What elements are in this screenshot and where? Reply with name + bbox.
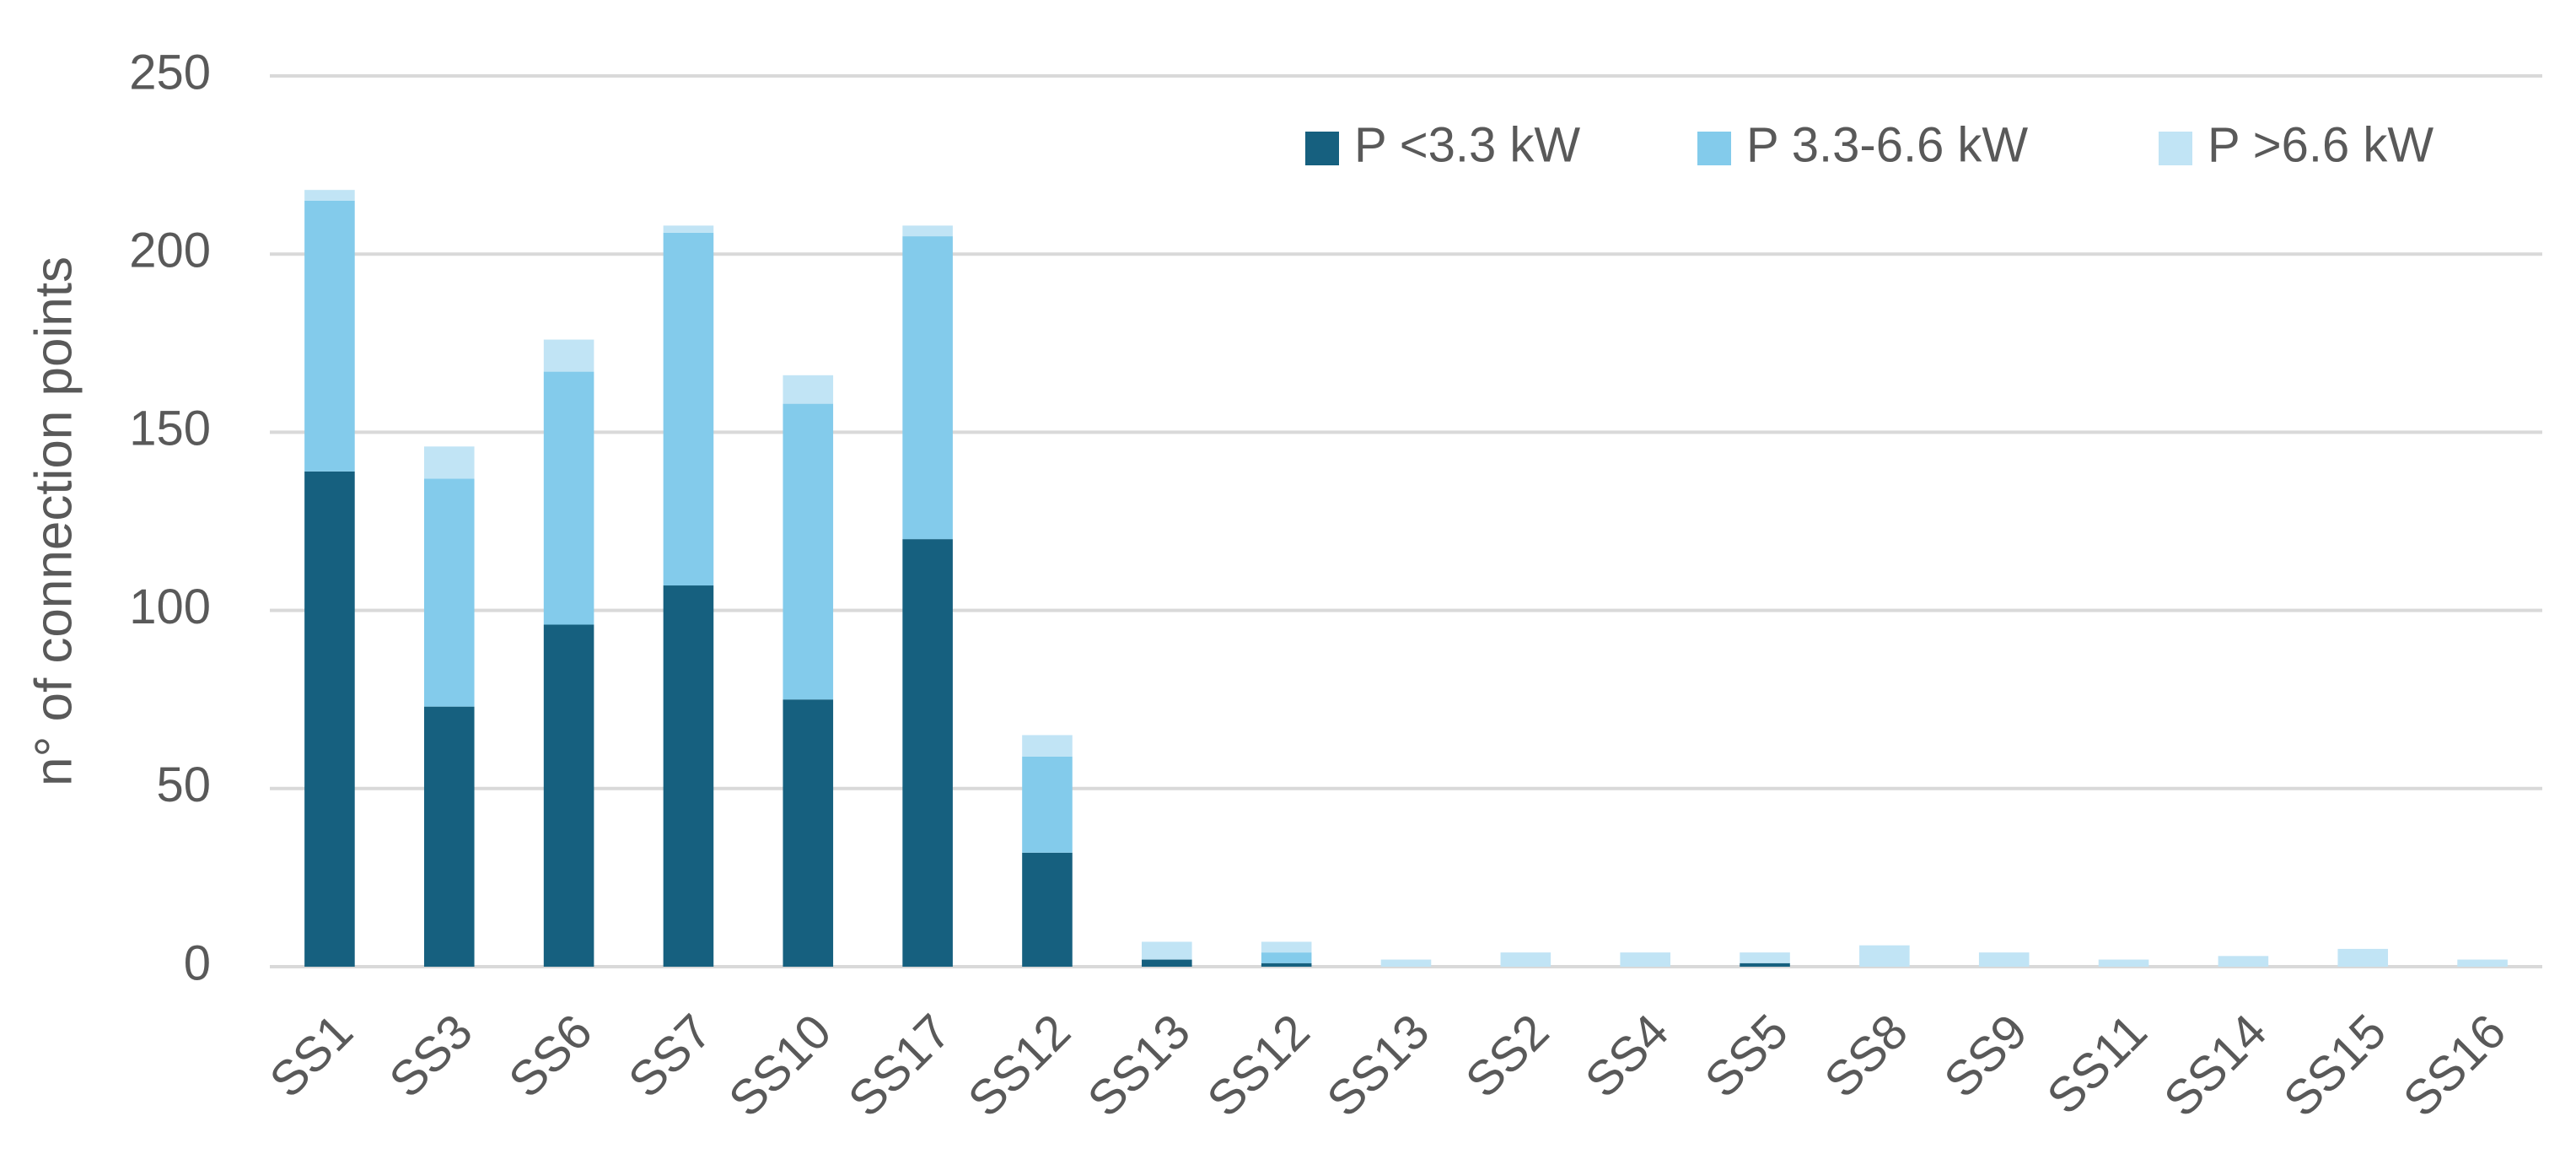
legend-swatch — [2159, 132, 2192, 165]
x-tick-label: SS6 — [498, 1004, 602, 1108]
x-tick-label: SS17 — [838, 1004, 961, 1127]
bar-segment — [1261, 941, 1312, 953]
bar-segment — [1261, 962, 1312, 967]
bar-segment — [543, 371, 594, 625]
bar-segment — [2337, 948, 2389, 967]
x-tick-label: SS9 — [1933, 1004, 2037, 1108]
bar-segment — [663, 232, 714, 586]
bar-segment — [304, 200, 355, 472]
x-tick-label: SS16 — [2393, 1004, 2516, 1127]
bar-segment — [1022, 735, 1073, 757]
bar-segment — [1620, 952, 1670, 967]
bar-segment — [663, 585, 714, 967]
legend-swatch — [1305, 132, 1339, 165]
x-tick-label: SS10 — [718, 1004, 842, 1127]
bar-segment — [543, 624, 594, 967]
x-tick-label: SS13 — [1078, 1004, 1201, 1127]
bar-segment — [1740, 952, 1790, 963]
bar-segment — [902, 236, 953, 540]
bar-segment — [1022, 756, 1073, 853]
y-tick-label: 50 — [156, 758, 211, 812]
bar-segment — [1142, 941, 1192, 960]
x-tick-label: SS8 — [1814, 1004, 1917, 1108]
bar-segment — [1500, 952, 1552, 967]
bar-segment — [1978, 952, 2030, 967]
x-tick-label: SS14 — [2154, 1004, 2277, 1127]
legend-label: P >6.6 kW — [2208, 117, 2433, 172]
x-tick-label: SS5 — [1695, 1004, 1799, 1108]
bar-segment — [1380, 959, 1432, 967]
x-tick-label: SS12 — [1197, 1004, 1320, 1127]
bar-segment — [2218, 956, 2269, 967]
y-tick-label: 100 — [129, 580, 211, 634]
y-tick-label: 250 — [129, 45, 211, 100]
y-tick-label: 200 — [129, 224, 211, 278]
bar-segment — [423, 478, 475, 707]
x-tick-label: SS12 — [958, 1004, 1081, 1127]
bar-segment — [782, 375, 834, 404]
bar-segment — [1142, 959, 1192, 967]
bar-segment — [1022, 852, 1073, 967]
y-tick-label: 150 — [129, 402, 211, 456]
bar-segment — [423, 706, 475, 967]
x-tick-label: SS7 — [618, 1004, 722, 1108]
bar-segment — [902, 539, 953, 967]
bar-segment — [1261, 952, 1312, 963]
y-axis-label: n° of connection points — [24, 256, 83, 786]
bar-segment — [423, 446, 475, 479]
bar-segment — [2098, 959, 2149, 967]
bar-segment — [543, 339, 594, 372]
bar-segment — [304, 190, 355, 201]
x-tick-label: SS2 — [1455, 1004, 1559, 1108]
bar-segment — [304, 471, 355, 967]
x-tick-label: SS13 — [1316, 1004, 1439, 1127]
bar-segment — [782, 403, 834, 700]
x-tick-label: SS4 — [1575, 1004, 1679, 1108]
bar-segment — [782, 699, 834, 967]
x-tick-label: SS3 — [379, 1004, 482, 1108]
x-tick-label: SS1 — [259, 1004, 363, 1108]
x-tick-label: SS11 — [2036, 1004, 2157, 1124]
bar-segment — [2457, 959, 2508, 967]
bar-segment — [1740, 962, 1790, 967]
legend-label: P 3.3-6.6 kW — [1746, 117, 2028, 172]
bar-segment — [902, 225, 953, 237]
legend-label: P <3.3 kW — [1354, 117, 1580, 172]
legend-swatch — [1697, 132, 1731, 165]
y-tick-label: 0 — [184, 935, 211, 990]
x-tick-label: SS15 — [2273, 1004, 2396, 1127]
bar-segment — [663, 225, 714, 233]
bar-segment — [1859, 945, 1910, 967]
